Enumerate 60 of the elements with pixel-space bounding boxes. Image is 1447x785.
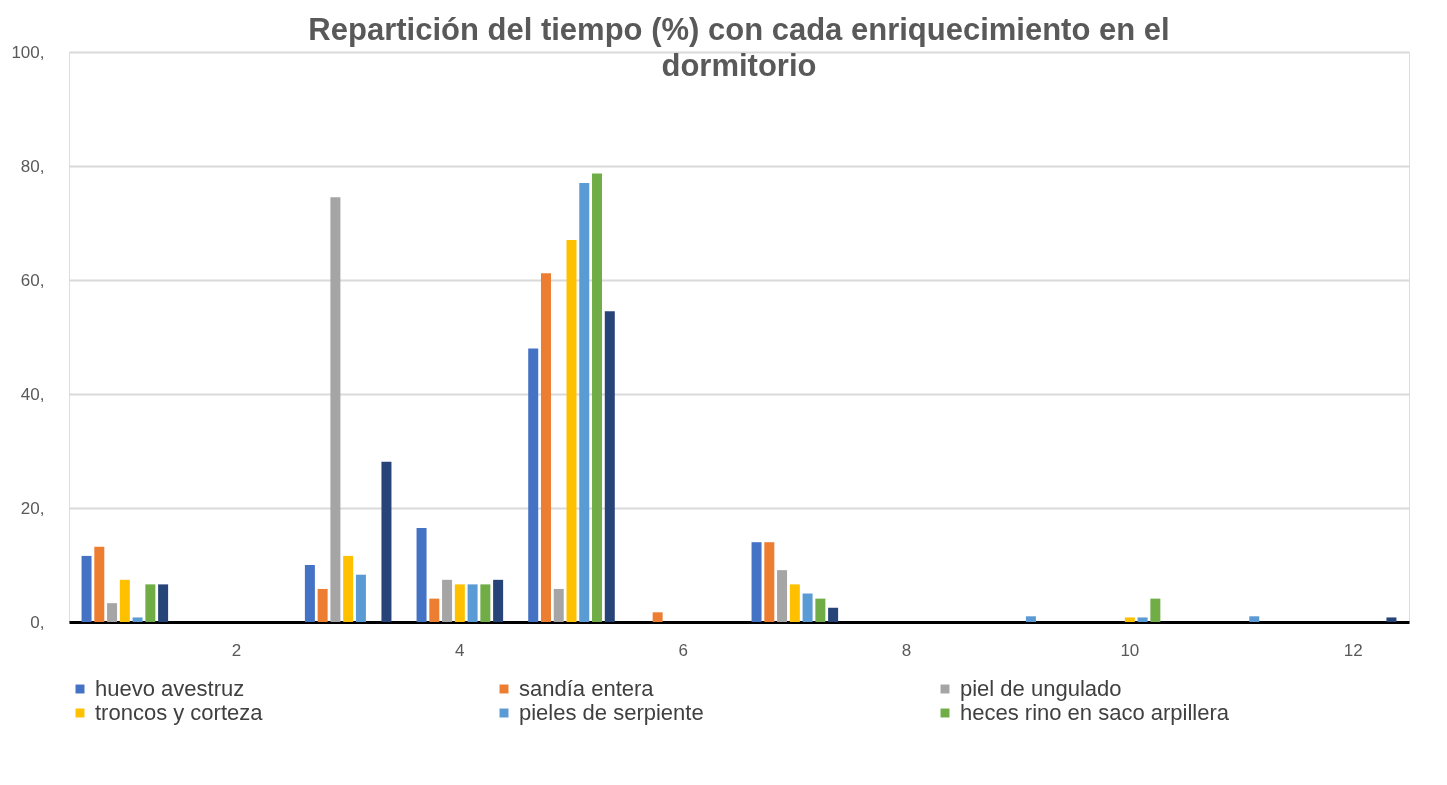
bar — [442, 579, 453, 622]
bar — [429, 598, 440, 622]
legend-label: troncos y corteza — [95, 700, 264, 725]
bar — [145, 584, 156, 622]
bar — [652, 612, 663, 622]
bar — [815, 598, 826, 622]
x-tick-label: 2 — [231, 640, 242, 660]
bar — [330, 197, 341, 622]
bar — [381, 461, 392, 622]
bar — [764, 542, 775, 622]
y-tick-label: 0, — [30, 612, 45, 632]
y-tick-label: 40, — [20, 384, 45, 404]
bar — [1150, 598, 1161, 622]
y-tick-label: 80, — [20, 156, 45, 176]
x-tick-label: 10 — [1120, 640, 1140, 660]
legend-label: huevo avestruz — [95, 676, 245, 701]
bar — [480, 584, 491, 622]
legend-label: pieles de serpiente — [519, 700, 704, 725]
bar — [553, 588, 564, 622]
bar — [158, 584, 169, 622]
bar — [304, 565, 315, 622]
y-tick-label: 20, — [20, 498, 45, 518]
legend-label: sandía entera — [519, 676, 655, 701]
bar — [119, 579, 130, 622]
bar — [789, 584, 800, 622]
bar — [317, 588, 328, 622]
bar — [132, 617, 143, 622]
bar — [604, 311, 615, 622]
bar — [579, 183, 590, 622]
bar — [751, 542, 762, 622]
chart-title: Repartición del tiempo (%) con cada enriquecimiento en el dormitorio — [308, 12, 1170, 83]
bar — [828, 607, 839, 622]
x-tick-label: 8 — [901, 640, 912, 660]
legend-label: heces rino en saco arpillera — [960, 700, 1230, 725]
x-tick-label: 4 — [455, 640, 465, 660]
bar — [343, 555, 354, 622]
x-tick-label: 6 — [678, 640, 688, 660]
bar — [592, 173, 603, 622]
bar — [1137, 617, 1148, 622]
bar — [1249, 616, 1260, 622]
bar — [1386, 617, 1397, 622]
bar — [81, 555, 92, 622]
bar — [1124, 617, 1135, 622]
bar — [467, 584, 478, 622]
bar — [566, 240, 577, 622]
bar — [94, 546, 105, 622]
bar — [107, 603, 118, 622]
y-tick-label: 100, — [11, 42, 45, 62]
bar — [528, 348, 539, 622]
bar — [777, 570, 788, 622]
bar — [355, 574, 366, 622]
x-tick-label: 12 — [1343, 640, 1363, 660]
bar — [1025, 616, 1036, 622]
bar — [802, 593, 813, 622]
bar — [493, 579, 504, 622]
y-tick-label: 60, — [20, 270, 45, 290]
bar — [416, 527, 427, 622]
bar — [540, 273, 551, 622]
bar — [454, 584, 465, 622]
legend-label: piel de ungulado — [960, 676, 1122, 701]
